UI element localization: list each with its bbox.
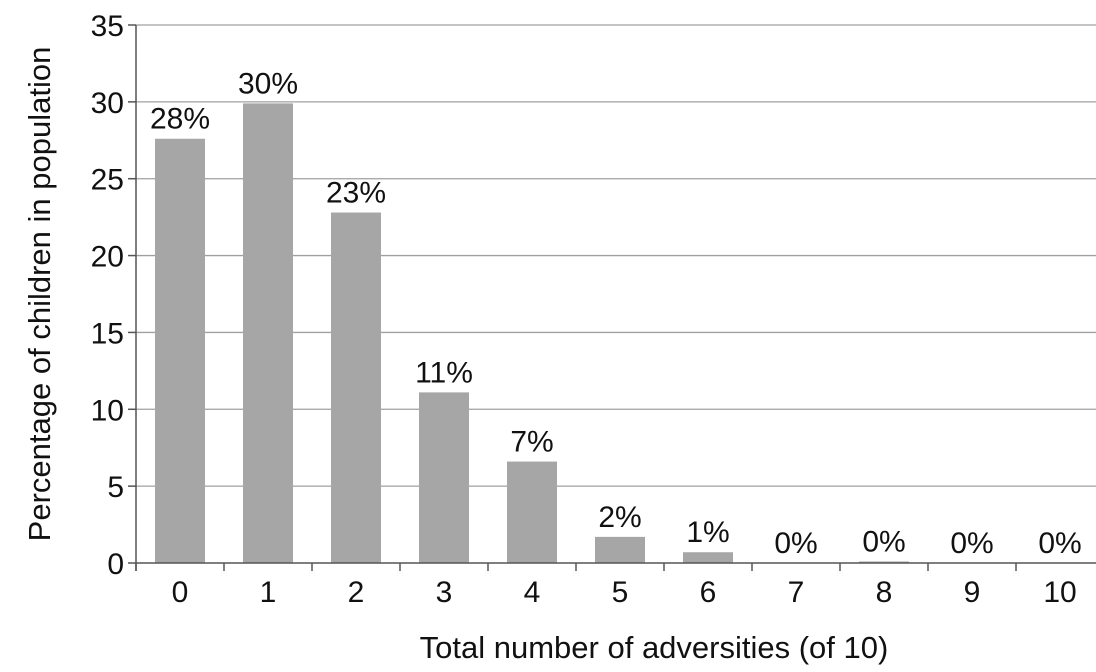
x-axis-title: Total number of adversities (of 10) [420,630,889,665]
data-label: 11% [415,356,473,389]
x-tick-label: 1 [260,576,277,609]
x-tick-label: 5 [612,576,629,609]
bar [331,212,381,563]
x-tick-label: 0 [172,576,189,609]
data-label: 0% [862,525,905,558]
bar [243,103,293,563]
data-label: 1% [686,516,729,549]
y-tick-label: 30 [91,87,124,120]
y-tick-label: 35 [91,10,124,43]
y-tick-label: 25 [91,164,124,197]
axes [128,24,1096,571]
y-tick-label: 0 [107,548,124,581]
y-tick-label: 20 [91,241,124,274]
bar [507,461,557,563]
y-tick-label: 10 [91,394,124,427]
y-tick-label: 15 [91,317,124,350]
data-label: 30% [238,67,298,100]
data-label: 0% [774,527,817,560]
y-tick-label: 5 [107,471,124,504]
x-tick-label: 9 [964,576,981,609]
data-labels: 28% 30% 23% 11% 7% 2% 1% 0% 0% 0% 0% [150,67,1082,560]
bar [595,536,645,563]
x-tick-label: 7 [788,576,805,609]
data-label: 23% [326,177,386,210]
x-tick-labels: 0 1 2 3 4 5 6 7 8 9 10 [172,576,1077,609]
data-label: 7% [510,426,553,459]
x-tick-label: 6 [700,576,717,609]
x-tick-label: 2 [348,576,365,609]
x-tick-label: 4 [524,576,541,609]
x-tick-label: 10 [1043,576,1076,609]
gridlines [136,24,1096,487]
bar [859,561,909,563]
y-tick-labels: 0 5 10 15 20 25 30 35 [91,10,124,581]
data-label: 28% [150,103,210,136]
bar [683,552,733,563]
bar [155,138,205,563]
data-label: 0% [1038,527,1081,560]
data-label: 2% [598,501,641,534]
x-tick-label: 3 [436,576,453,609]
y-axis-title: Percentage of children in population [22,47,57,542]
bar [419,392,469,563]
data-label: 0% [950,527,993,560]
x-tick-label: 8 [876,576,893,609]
bars [155,103,909,563]
